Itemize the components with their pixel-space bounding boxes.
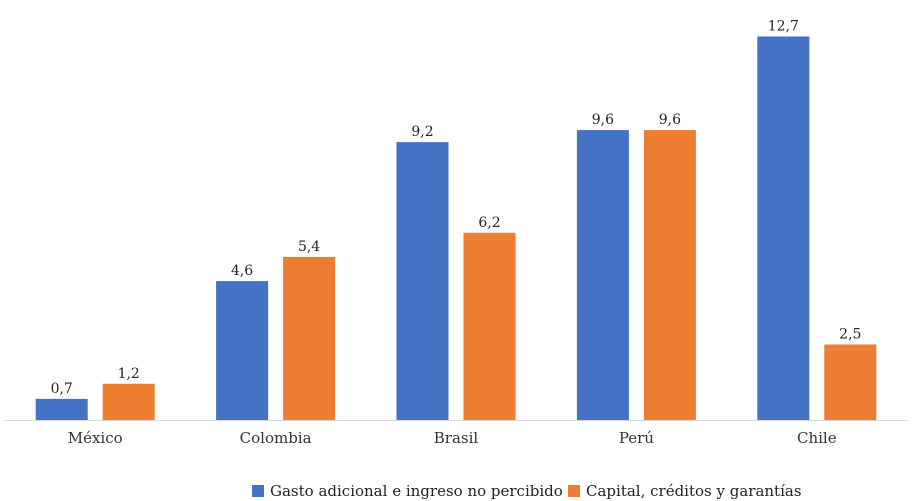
data-label-series-1-1: 4,6 [231,263,253,279]
legend-label-series-1: Gasto adicional e ingreso no percibido [270,482,563,500]
legend-swatch-series-1 [252,485,264,497]
bar-series-1-2 [396,142,449,420]
x-tick-label-4: Chile [797,429,837,447]
data-labels-layer: 0,7 1,2 4,6 5,4 9,2 6,2 9,6 9,6 12,7 2,5 [51,18,862,396]
bars-layer [35,36,877,421]
data-label-series-2-2: 6,2 [478,215,500,231]
bar-series-1-1 [216,281,269,420]
data-label-series-1-2: 9,2 [411,124,433,140]
data-label-series-2-1: 5,4 [298,239,320,255]
data-label-series-2-4: 2,5 [839,327,861,343]
data-label-series-2-3: 9,6 [659,112,681,128]
bar-series-1-3 [576,130,629,420]
bar-series-1-0 [35,398,88,420]
x-tick-label-1: Colombia [240,429,312,447]
bar-series-2-0 [102,383,155,420]
bar-series-1-4 [757,36,810,421]
x-tick-label-2: Brasil [434,429,479,447]
legend-swatch-series-2 [568,485,580,497]
data-label-series-1-4: 12,7 [768,18,799,34]
bar-series-2-2 [463,232,516,420]
x-tick-label-3: Perú [619,429,654,447]
bar-series-2-3 [643,130,696,420]
bar-series-2-4 [824,344,877,420]
data-label-series-1-3: 9,6 [592,112,614,128]
legend: Gasto adicional e ingreso no percibido C… [0,482,912,500]
data-label-series-1-0: 0,7 [51,381,73,397]
data-label-series-2-0: 1,2 [118,366,140,382]
legend-item-series-1: Gasto adicional e ingreso no percibido [252,482,563,500]
x-axis-tick-labels: México Colombia Brasil Perú Chile [68,429,837,447]
bar-series-2-1 [283,256,336,420]
legend-item-series-2: Capital, créditos y garantías [568,482,802,500]
x-tick-label-0: México [68,429,123,447]
legend-label-series-2: Capital, créditos y garantías [586,482,802,500]
